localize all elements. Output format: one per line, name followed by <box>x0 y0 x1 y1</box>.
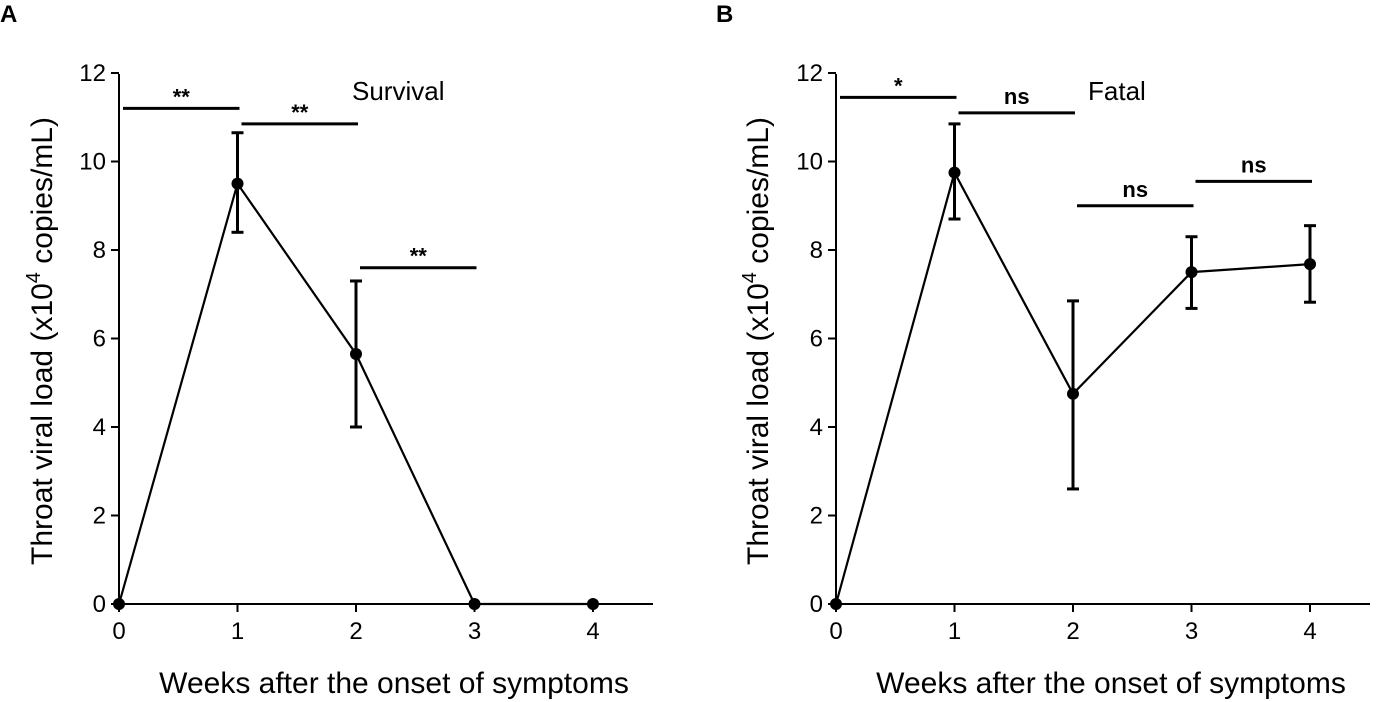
significance-label: ** <box>291 100 309 125</box>
x-tick-label: 0 <box>829 618 842 645</box>
y-tick-label: 6 <box>810 326 823 353</box>
y-axis-title: Throat viral load (x104 copies/mL) <box>23 117 59 565</box>
data-point <box>1304 258 1316 271</box>
x-axis-title: Weeks after the onset of symptoms <box>159 667 629 700</box>
y-tick-label: 8 <box>93 237 106 264</box>
x-tick-label: 4 <box>1303 618 1316 645</box>
y-tick-label: 4 <box>810 414 823 441</box>
y-tick-label: 12 <box>796 60 823 87</box>
significance-label: ns <box>1122 177 1148 202</box>
y-tick-label: 12 <box>79 60 106 87</box>
y-tick-label: 8 <box>810 237 823 264</box>
panel-letter: A <box>0 1 17 28</box>
x-tick-label: 1 <box>231 618 244 645</box>
x-tick-label: 1 <box>948 618 961 645</box>
y-axis-title-prefix: Throat viral load (x10 <box>742 283 775 565</box>
y-tick-label: 2 <box>810 503 823 530</box>
y-tick-label: 0 <box>93 591 106 618</box>
y-axis-title-superscript: 4 <box>739 272 761 283</box>
data-point <box>587 598 599 610</box>
significance-label: ** <box>173 84 191 109</box>
significance-label: ns <box>1241 152 1267 177</box>
data-point <box>231 177 244 190</box>
x-tick-label: 0 <box>112 618 125 645</box>
x-tick-label: 3 <box>1185 618 1198 645</box>
x-axis-title: Weeks after the onset of symptoms <box>876 667 1346 700</box>
significance-label: * <box>894 73 903 98</box>
data-point <box>350 347 362 360</box>
data-point <box>113 598 125 610</box>
x-tick-label: 2 <box>349 618 362 645</box>
data-point <box>1185 266 1198 279</box>
data-point <box>1067 387 1079 400</box>
y-axis-title-suffix: copies/mL) <box>26 117 59 272</box>
data-point <box>468 598 481 610</box>
x-tick-label: 3 <box>468 618 481 645</box>
x-tick-label: 4 <box>586 618 599 645</box>
y-axis-title-suffix: copies/mL) <box>742 117 775 272</box>
data-point <box>948 166 961 179</box>
y-tick-label: 6 <box>93 326 106 353</box>
significance-label: ** <box>410 244 428 269</box>
data-point <box>830 598 842 610</box>
x-tick-label: 2 <box>1066 618 1079 645</box>
y-tick-label: 10 <box>79 149 106 176</box>
y-tick-label: 2 <box>93 503 106 530</box>
y-axis-title-prefix: Throat viral load (x10 <box>26 283 59 565</box>
series-label: Survival <box>352 76 444 106</box>
significance-label: ns <box>1004 84 1030 109</box>
series-label: Fatal <box>1088 76 1146 106</box>
panel-letter: B <box>716 1 733 28</box>
y-tick-label: 0 <box>810 591 823 618</box>
y-tick-label: 4 <box>93 414 106 441</box>
y-axis-title: Throat viral load (x104 copies/mL) <box>739 117 775 565</box>
y-axis-title-superscript: 4 <box>23 272 45 283</box>
y-tick-label: 10 <box>796 149 823 176</box>
